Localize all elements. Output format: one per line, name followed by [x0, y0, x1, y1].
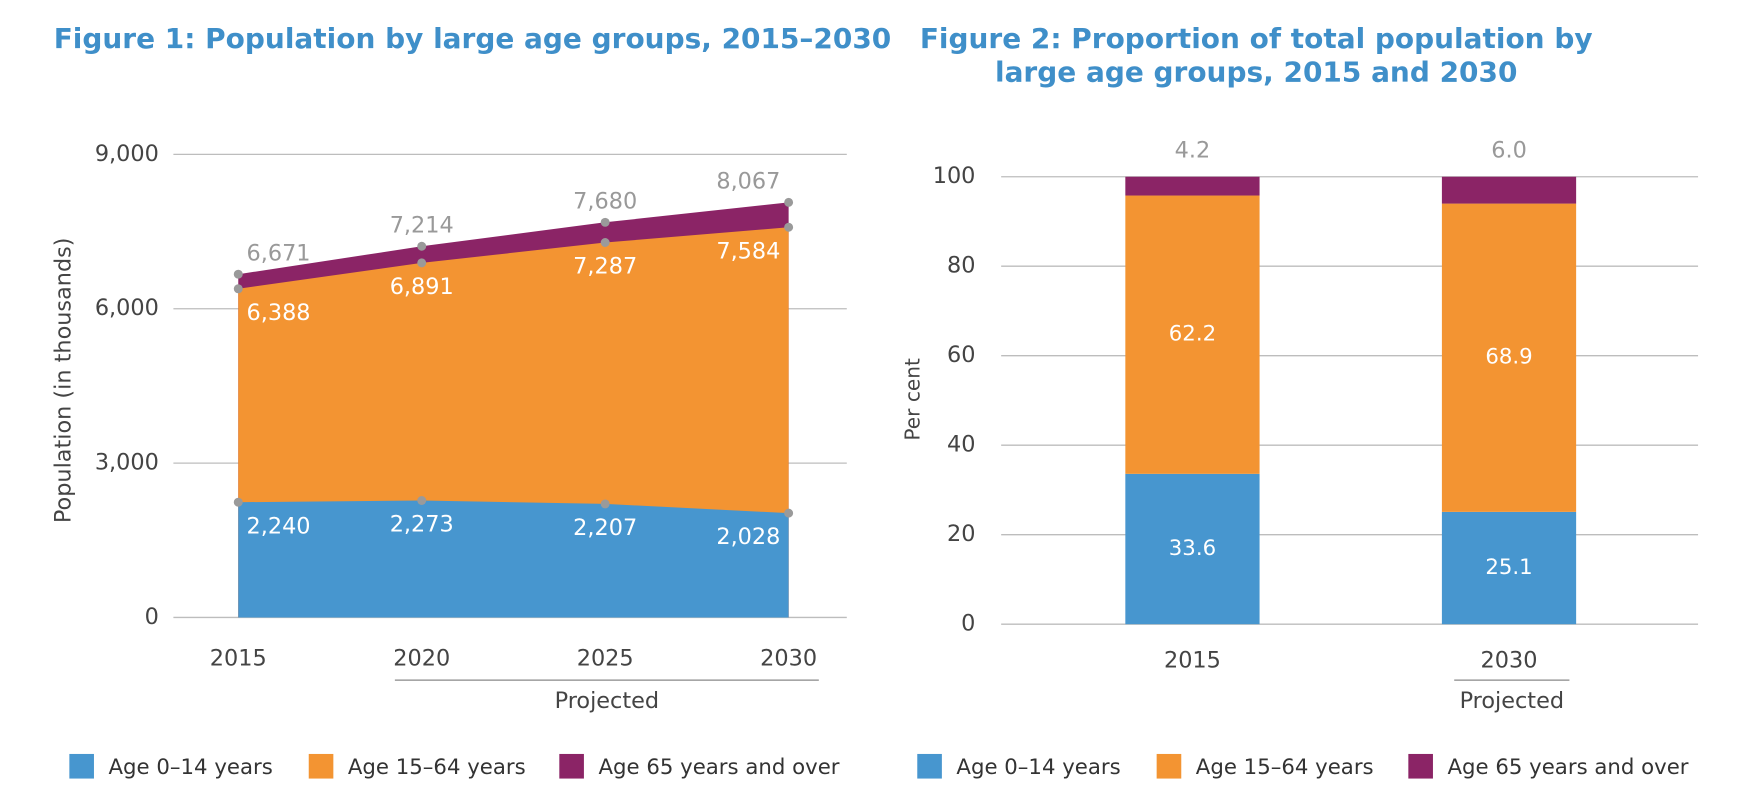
x-tick-label: 2030	[760, 645, 817, 671]
value-label: 7,287	[573, 254, 637, 280]
legend-item: Age 15–64 years	[308, 752, 526, 783]
marker	[784, 508, 794, 518]
legend-swatch	[917, 753, 942, 779]
y-tick-label: 6,000	[95, 295, 159, 321]
legend-item: Age 65 years and over	[559, 752, 840, 783]
value-label: 68.9	[1485, 345, 1532, 370]
legend-label: Age 15–64 years	[347, 755, 526, 780]
legend-label: Age 65 years and over	[598, 755, 840, 780]
legend-swatch	[69, 753, 94, 779]
y-tick-label: 40	[947, 432, 975, 458]
y-tick-label: 60	[947, 342, 975, 368]
marker	[417, 496, 427, 505]
legend-item: Age 0–14 years	[69, 752, 273, 783]
marker	[233, 269, 243, 279]
bar-segment	[1125, 473, 1260, 625]
bar-segment	[1125, 176, 1260, 196]
marker	[233, 284, 243, 294]
y-tick-label: 100	[933, 163, 976, 189]
legend-label: Age 0–14 years	[956, 755, 1121, 780]
bar-segment	[1441, 176, 1577, 204]
x-tick-label: 2015	[1164, 648, 1221, 674]
x-tick-label: 2015	[210, 645, 267, 671]
y-axis-label: Population (in thousands)	[50, 237, 76, 523]
marker	[600, 217, 610, 227]
marker	[417, 241, 427, 251]
marker	[600, 499, 610, 509]
x-tick-label: 2025	[577, 645, 634, 671]
value-label: 2,207	[573, 515, 637, 541]
x-tick-label: 2030	[1481, 648, 1538, 674]
value-label: 7,680	[573, 189, 637, 215]
legend-swatch	[1156, 753, 1182, 779]
value-label: 6,671	[247, 241, 311, 267]
value-label: 6,891	[390, 274, 454, 300]
legend-swatch	[308, 753, 334, 779]
marker	[600, 238, 610, 247]
value-label: 33.6	[1169, 536, 1216, 561]
value-label: 62.2	[1169, 322, 1216, 347]
value-label: 4.2	[1175, 138, 1211, 164]
value-label: 2,028	[716, 524, 780, 550]
y-tick-label: 0	[961, 611, 975, 637]
bar-segment	[1125, 195, 1260, 474]
bar-segment	[1441, 511, 1577, 625]
value-label: 25.1	[1485, 555, 1532, 580]
y-tick-label: 20	[947, 521, 975, 547]
x-tick-label: 2020	[393, 645, 450, 671]
value-label: 7,214	[390, 213, 454, 239]
legend-swatch	[1408, 753, 1433, 779]
marker	[784, 222, 794, 232]
legend-item: Age 15–64 years	[1156, 752, 1374, 783]
y-tick-label: 0	[145, 604, 159, 630]
y-axis-label: Per cent	[900, 358, 924, 441]
marker	[233, 497, 243, 507]
chart-title: Figure 1: Population by large age groups…	[53, 22, 892, 55]
value-label: 7,584	[716, 238, 780, 264]
bar-segment	[1441, 203, 1577, 512]
legend-item: Age 65 years and over	[1408, 752, 1689, 783]
value-label: 6,388	[247, 300, 311, 326]
marker	[784, 197, 794, 207]
area	[238, 500, 789, 618]
marker	[417, 258, 427, 268]
annotation: Projected	[1460, 688, 1564, 714]
value-label: 2,273	[390, 512, 454, 538]
legend-item: Age 0–14 years	[917, 752, 1121, 783]
y-tick-label: 9,000	[95, 141, 159, 167]
legend-swatch	[559, 753, 584, 779]
value-label: 8,067	[716, 169, 780, 195]
legend-label: Age 0–14 years	[108, 755, 273, 780]
legend-label: Age 65 years and over	[1447, 755, 1689, 780]
value-label: 6.0	[1491, 138, 1527, 164]
annotation: Projected	[555, 688, 659, 714]
legend-label: Age 15–64 years	[1195, 755, 1374, 780]
chart-title: Figure 2: Proportion of total population…	[919, 22, 1593, 89]
y-tick-label: 3,000	[95, 450, 159, 476]
y-tick-label: 80	[947, 253, 975, 279]
value-label: 2,240	[247, 513, 311, 539]
